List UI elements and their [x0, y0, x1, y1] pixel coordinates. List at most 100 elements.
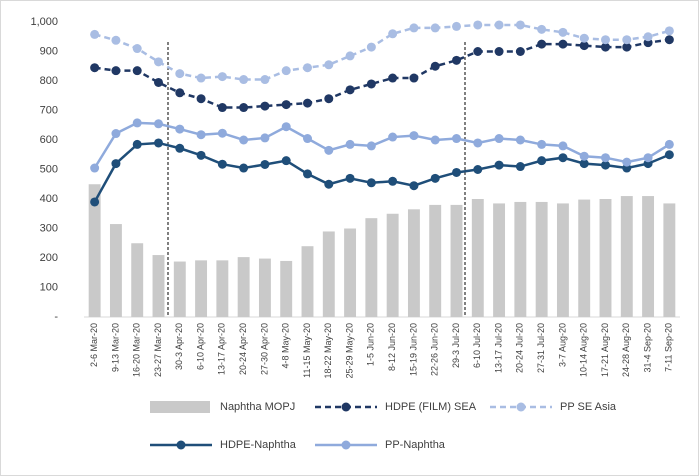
x-tick-label: 20-24 Apr-20: [238, 323, 248, 375]
marker: [217, 72, 227, 82]
x-tick-label: 10-14 Aug-20: [579, 323, 589, 377]
bar: [88, 184, 101, 317]
marker: [324, 179, 334, 189]
bar: [450, 204, 463, 317]
marker: [111, 35, 121, 45]
line: [93, 121, 671, 169]
marker: [132, 66, 142, 76]
marker: [260, 159, 270, 169]
x-tick-label: 6-10 Jul-20: [472, 323, 482, 368]
legend-label: PP-Naphtha: [385, 439, 446, 451]
bar: [173, 261, 186, 317]
marker: [579, 159, 589, 169]
x-tick-label: 20-24 Jul-20: [515, 323, 525, 373]
marker: [324, 94, 334, 104]
marker: [217, 103, 227, 113]
x-tick-label: 15-19 Jun-20: [408, 323, 418, 376]
marker: [154, 57, 163, 67]
marker: [558, 141, 568, 151]
marker: [154, 119, 163, 129]
bar: [131, 243, 144, 317]
marker: [409, 23, 419, 33]
bar: [280, 260, 293, 317]
marker: [601, 42, 610, 52]
marker: [601, 160, 610, 170]
marker: [558, 27, 568, 37]
y-tick-label: 300: [40, 222, 58, 234]
legend-label: HDPE-Naphtha: [220, 439, 297, 451]
marker: [303, 134, 312, 144]
bar: [578, 199, 591, 317]
legend-marker: [516, 402, 526, 412]
marker: [324, 145, 334, 155]
bar: [216, 260, 229, 317]
marker: [281, 100, 291, 110]
marker: [558, 153, 568, 163]
bar: [663, 203, 676, 317]
marker: [366, 42, 376, 52]
marker: [90, 63, 100, 73]
marker: [260, 75, 270, 85]
legend-marker: [341, 440, 351, 450]
x-tick-label: 11-15 May-20: [302, 323, 312, 378]
marker: [388, 29, 398, 39]
y-tick-label: 700: [40, 104, 58, 116]
marker: [366, 178, 376, 188]
x-tick-label: 13-17 Apr-20: [217, 323, 227, 375]
bar: [493, 203, 506, 317]
marker: [430, 23, 440, 33]
marker: [622, 157, 632, 167]
bar: [599, 199, 612, 317]
marker: [239, 135, 249, 145]
marker: [579, 33, 589, 43]
marker: [260, 101, 270, 111]
bar: [109, 224, 122, 317]
marker: [494, 134, 504, 144]
x-tick-label: 9-13 Mar-20: [110, 323, 120, 372]
bar: [344, 228, 357, 317]
legend-label: PP SE Asia: [560, 401, 617, 413]
x-tick-label: 30-3 Apr-20: [174, 323, 184, 370]
marker: [515, 47, 525, 56]
bar: [407, 209, 420, 317]
marker: [430, 173, 440, 183]
marker: [537, 24, 547, 34]
marker: [515, 135, 525, 145]
marker: [345, 139, 355, 149]
marker: [473, 138, 483, 148]
marker: [345, 173, 355, 183]
x-tick-label: 3-7 Aug-20: [557, 323, 567, 367]
marker: [388, 176, 398, 186]
x-tick-label: 1-5 Jun-20: [366, 323, 376, 366]
marker: [601, 35, 610, 45]
bar: [556, 203, 569, 317]
marker: [430, 61, 440, 71]
marker: [409, 73, 419, 83]
marker: [324, 60, 334, 70]
marker: [601, 153, 610, 163]
marker: [303, 169, 312, 179]
marker: [579, 41, 589, 51]
bar: [429, 204, 442, 317]
x-tick-label: 6-10 Apr-20: [195, 323, 205, 370]
bar: [365, 218, 378, 317]
bar: [237, 257, 250, 317]
marker: [345, 51, 355, 61]
x-tick-label: 23-27 Mar-20: [153, 323, 163, 377]
marker: [175, 88, 185, 98]
x-tick-label: 25-29 May-20: [344, 323, 354, 379]
line: [93, 141, 670, 203]
marker: [196, 73, 206, 83]
x-tick-label: 2-6 Mar-20: [89, 323, 99, 367]
marker: [622, 42, 632, 52]
marker: [281, 122, 291, 132]
x-tick-label: 16-20 Mar-20: [132, 323, 142, 377]
bar: [322, 231, 335, 317]
marker: [579, 151, 589, 161]
marker: [664, 139, 674, 149]
marker: [239, 163, 249, 173]
marker: [175, 143, 185, 153]
y-tick-label: 400: [40, 193, 58, 205]
legend-label: HDPE (FILM) SEA: [385, 401, 477, 413]
x-tick-label: 8-12 Jun-20: [387, 323, 397, 371]
